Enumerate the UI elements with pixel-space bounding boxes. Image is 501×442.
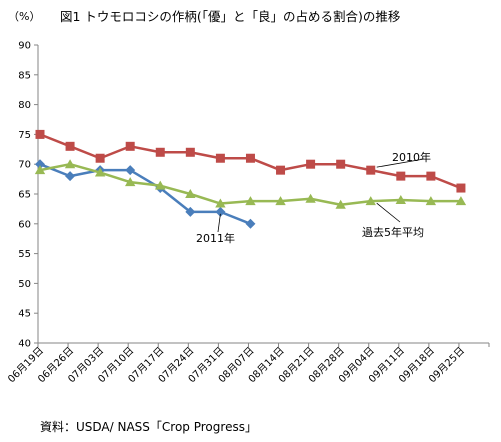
data-point-square [95, 153, 105, 163]
data-point-diamond [245, 218, 256, 229]
data-point-diamond [65, 171, 76, 182]
y-tick-label: 70 [18, 160, 31, 171]
y-tick-label: 65 [18, 190, 31, 201]
series-line [39, 163, 251, 225]
series-2010-label: 2010年 [392, 150, 431, 164]
data-point-square [185, 147, 195, 157]
chart-title: 図1 トウモロコシの作柄(「優」と「良」の占める割合)の推移 [60, 9, 401, 24]
data-point-triangle [365, 196, 376, 206]
data-point-triangle [155, 180, 166, 190]
y-tick-label: 90 [18, 41, 31, 52]
series-5yr-label: 過去5年平均 [362, 225, 424, 239]
data-point-square [426, 171, 436, 181]
data-point-triangle [335, 199, 346, 209]
data-point-square [125, 141, 135, 151]
y-tick-label: 60 [18, 219, 31, 230]
chart-axes: 404550556065707580859006月19日06月26日07月03日… [5, 41, 490, 385]
data-point-diamond [125, 165, 136, 176]
data-point-square [456, 183, 466, 193]
data-point-square [65, 141, 75, 151]
data-point-square [366, 165, 376, 175]
data-point-triangle [215, 198, 226, 208]
data-point-square [306, 159, 316, 169]
data-point-square [336, 159, 346, 169]
series-2010-leader [376, 158, 425, 168]
data-point-triangle [185, 189, 196, 198]
line-chart: 404550556065707580859006月19日06月26日07月03日… [5, 41, 490, 385]
data-point-square [155, 147, 165, 157]
y-axis-unit-label: （%） [8, 10, 41, 23]
data-point-triangle [94, 167, 106, 177]
y-tick-label: 40 [18, 339, 31, 350]
data-point-square [276, 165, 286, 175]
data-point-triangle [425, 196, 437, 206]
data-point-square [35, 129, 45, 139]
series-5yr-leader [376, 202, 401, 223]
data-point-diamond [215, 206, 226, 217]
data-point-diamond [35, 159, 45, 170]
data-point-diamond [185, 206, 196, 217]
y-tick-label: 80 [18, 100, 31, 111]
data-point-triangle [395, 194, 406, 204]
data-point-square [245, 153, 255, 163]
y-tick-label: 75 [18, 130, 31, 141]
series-2011-leader [217, 213, 221, 233]
y-tick-label: 50 [18, 279, 31, 290]
chart-series [34, 129, 467, 229]
data-point-triangle [305, 193, 316, 203]
y-tick-label: 55 [18, 249, 31, 260]
data-point-triangle [275, 196, 286, 206]
y-tick-label: 45 [18, 309, 31, 320]
series-2011-label: 2011年 [196, 231, 235, 245]
data-point-triangle [125, 177, 136, 187]
data-point-square [215, 153, 225, 163]
data-point-square [396, 171, 406, 181]
data-point-triangle [245, 196, 256, 206]
source-note: 資料：USDA/ NASS「Crop Progress」 [40, 420, 257, 434]
data-point-triangle [34, 165, 46, 175]
data-point-triangle [64, 159, 76, 169]
y-tick-label: 85 [18, 70, 31, 81]
data-point-triangle [455, 196, 467, 206]
